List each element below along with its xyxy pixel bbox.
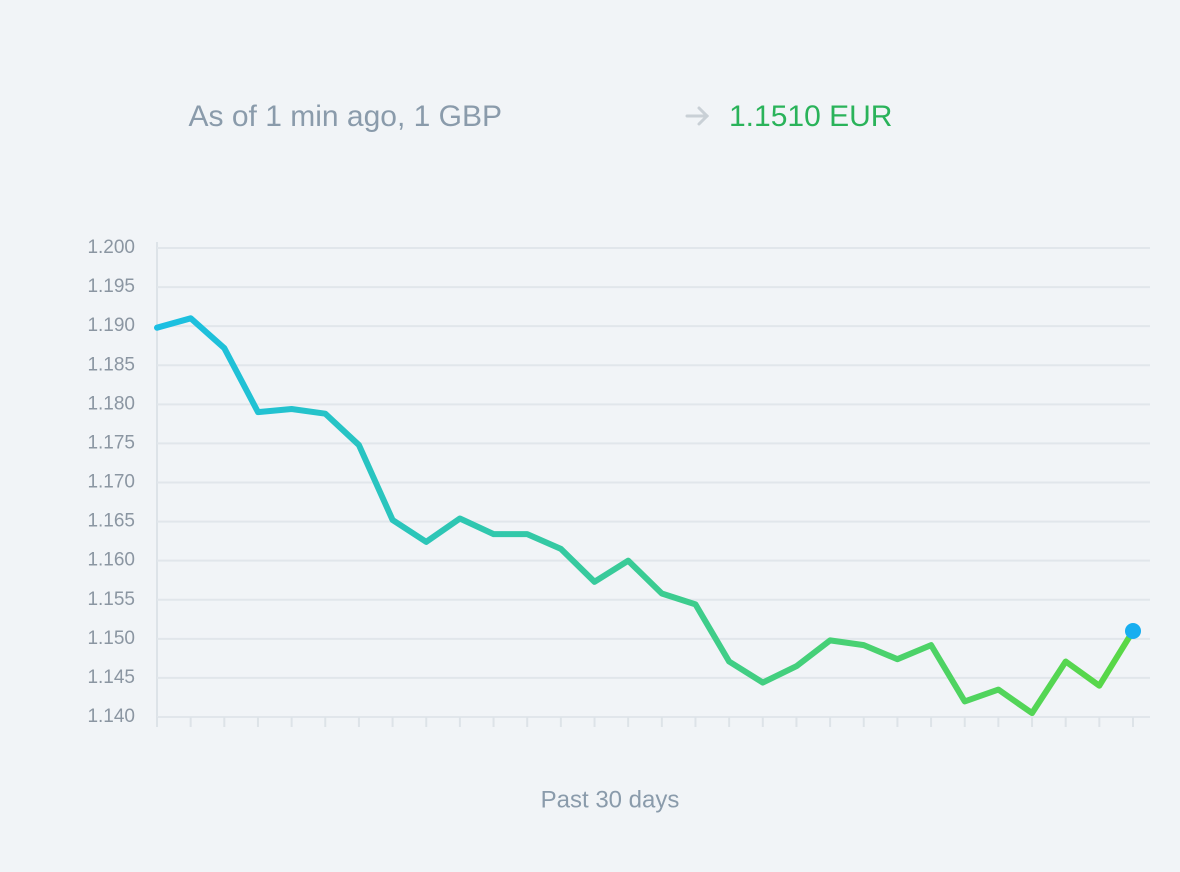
y-tick-label: 1.150 — [87, 628, 135, 649]
rate-line — [154, 315, 1136, 717]
current-marker — [1125, 623, 1141, 640]
y-tick-label: 1.145 — [87, 667, 135, 688]
x-axis-label: Past 30 days — [541, 786, 680, 813]
y-tick-label: 1.160 — [87, 550, 135, 571]
arrow-icon — [685, 106, 710, 126]
y-tick-label: 1.170 — [87, 472, 135, 493]
y-tick-label: 1.175 — [87, 432, 135, 453]
y-tick-label: 1.155 — [87, 589, 135, 610]
y-tick-label: 1.185 — [87, 354, 135, 375]
y-tick-label: 1.200 — [87, 237, 135, 258]
chart-title: As of 1 min ago, 1 GBP — [189, 100, 503, 133]
y-tick-label: 1.165 — [87, 511, 135, 532]
y-tick-label: 1.190 — [87, 315, 135, 336]
chart-title-value: 1.1510 EUR — [729, 100, 892, 133]
y-tick-label: 1.180 — [87, 393, 135, 414]
y-tick-label: 1.140 — [87, 706, 135, 727]
y-tick-label: 1.195 — [87, 276, 135, 297]
